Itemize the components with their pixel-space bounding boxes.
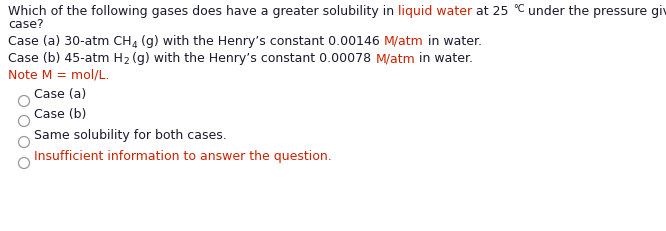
Text: M/atm: M/atm xyxy=(376,52,416,65)
Text: Case (b): Case (b) xyxy=(33,108,86,121)
Text: Same solubility for both cases.: Same solubility for both cases. xyxy=(33,129,226,142)
Text: Which of the following gases does have a greater solubility in: Which of the following gases does have a… xyxy=(8,5,398,18)
Text: case?: case? xyxy=(8,18,44,31)
Text: Case (b) 45-atm H: Case (b) 45-atm H xyxy=(8,52,123,65)
Text: (g) with the Henry’s constant 0.00078: (g) with the Henry’s constant 0.00078 xyxy=(129,52,376,65)
Text: Note M = mol/L.: Note M = mol/L. xyxy=(8,68,109,81)
Text: liquid water: liquid water xyxy=(398,5,472,18)
Text: under the pressure given in each: under the pressure given in each xyxy=(524,5,666,18)
Text: in water.: in water. xyxy=(416,52,474,65)
Text: Insufficient information to answer the question.: Insufficient information to answer the q… xyxy=(33,150,331,163)
Text: (g) with the Henry’s constant 0.00146: (g) with the Henry’s constant 0.00146 xyxy=(137,35,384,48)
Text: °C: °C xyxy=(513,3,524,13)
Text: Case (a): Case (a) xyxy=(33,88,86,101)
Text: 2: 2 xyxy=(123,58,129,67)
Text: in water.: in water. xyxy=(424,35,482,48)
Text: Case (a) 30-atm CH: Case (a) 30-atm CH xyxy=(8,35,131,48)
Text: M/atm: M/atm xyxy=(384,35,424,48)
Text: 4: 4 xyxy=(131,40,137,49)
Text: at 25: at 25 xyxy=(472,5,513,18)
